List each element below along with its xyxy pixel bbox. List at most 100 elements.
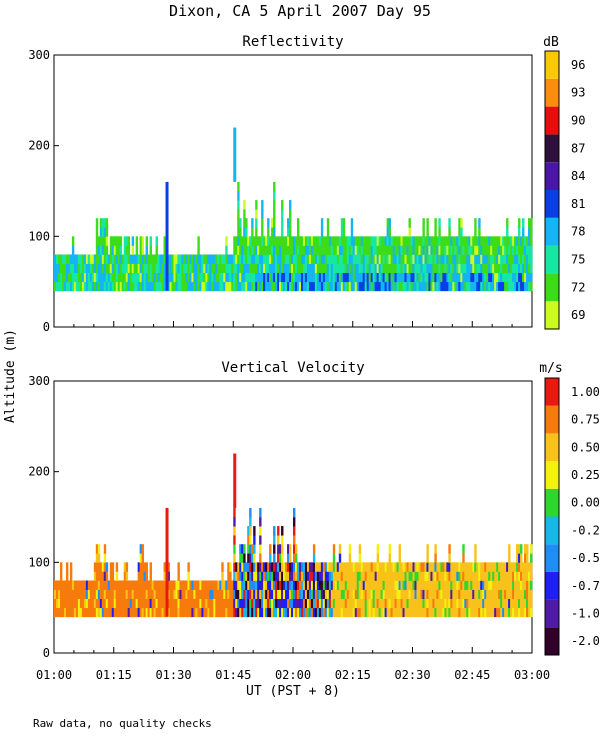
heatmap-cell <box>444 598 447 609</box>
heatmap-cell <box>139 571 143 581</box>
heatmap-cell <box>179 580 182 590</box>
heatmap-cell <box>494 589 497 599</box>
heatmap-cell <box>388 580 391 590</box>
heatmap-cell <box>247 589 250 599</box>
heatmap-cell <box>324 598 328 609</box>
heatmap-cell <box>59 580 63 590</box>
heatmap-cell <box>119 263 123 273</box>
heatmap-cell <box>253 571 256 581</box>
heatmap-cell <box>308 263 312 273</box>
heatmap-cell <box>237 236 240 246</box>
heatmap-cell <box>243 580 246 590</box>
heatmap-cell <box>151 598 154 609</box>
heatmap-cell <box>450 281 453 292</box>
heatmap-cell <box>418 580 421 590</box>
heatmap-cell <box>83 254 87 264</box>
heatmap-cell <box>157 589 160 599</box>
heatmap-cell <box>255 281 258 292</box>
heatmap-cell <box>428 263 431 273</box>
heatmap-cell <box>420 254 423 264</box>
heatmap-cell <box>478 263 481 273</box>
heatmap-cell <box>119 254 123 264</box>
heatmap-cell <box>520 263 523 273</box>
heatmap-cell <box>59 571 63 581</box>
heatmap-cell <box>189 598 192 609</box>
heatmap-cell <box>139 236 143 246</box>
heatmap-cell <box>253 272 256 283</box>
heatmap-cell <box>404 236 407 246</box>
heatmap-cell <box>386 562 389 572</box>
heatmap-cell <box>476 598 479 609</box>
heatmap-cell <box>289 200 292 210</box>
heatmap-cell <box>518 218 521 228</box>
heatmap-cell <box>330 263 334 273</box>
heatmap-cell <box>346 607 350 618</box>
heatmap-cell <box>326 580 330 590</box>
heatmap-cell <box>195 598 198 609</box>
heatmap-cell <box>287 281 290 292</box>
heatmap-cell <box>346 272 350 283</box>
heatmap-cell <box>516 263 519 273</box>
heatmap-cell <box>502 245 505 255</box>
heatmap-cell <box>436 589 439 599</box>
heatmap-cell <box>524 607 527 618</box>
heatmap-cell <box>77 254 81 264</box>
heatmap-cell <box>101 281 105 292</box>
heatmap-cell <box>480 254 483 264</box>
heatmap-cell <box>185 281 188 292</box>
heatmap-cell <box>480 562 483 572</box>
heatmap-cell <box>414 263 417 273</box>
heatmap-cell <box>370 245 374 255</box>
heatmap-cell <box>225 607 228 618</box>
heatmap-cell <box>73 607 77 618</box>
heatmap-cell <box>432 263 435 273</box>
heatmap-cell <box>356 571 360 581</box>
heatmap-cell <box>163 589 166 599</box>
heatmap-cell <box>65 263 69 273</box>
heatmap-cell <box>251 254 254 264</box>
heatmap-cell <box>233 272 236 283</box>
heatmap-cell <box>426 544 429 554</box>
colorbar-swatch <box>545 51 559 79</box>
heatmap-cell <box>181 607 184 618</box>
heatmap-cell <box>406 580 409 590</box>
heatmap-cell <box>426 227 429 237</box>
heatmap-cell <box>257 272 260 283</box>
heatmap-cell <box>163 562 166 572</box>
heatmap-cell <box>474 272 477 283</box>
heatmap-cell <box>530 580 533 590</box>
heatmap-cell <box>273 553 276 563</box>
heatmap-cell <box>183 254 186 264</box>
heatmap-cell <box>428 598 431 609</box>
heatmap-cell <box>179 254 182 264</box>
heatmap-cell <box>209 281 212 292</box>
heatmap-cell <box>456 589 459 599</box>
heatmap-cell <box>71 272 75 283</box>
heatmap-cell <box>269 571 272 581</box>
heatmap-cell <box>430 571 433 581</box>
heatmap-cell <box>416 589 419 599</box>
heatmap-cell <box>89 281 93 292</box>
heatmap-cell <box>470 598 473 609</box>
heatmap-cell <box>277 526 280 536</box>
heatmap-cell <box>249 598 252 609</box>
heatmap-cell <box>366 245 370 255</box>
heatmap-cell <box>99 236 103 246</box>
heatmap-cell <box>418 263 421 273</box>
heatmap-cell <box>251 571 254 581</box>
heatmap-cell <box>159 589 162 599</box>
heatmap-cell <box>289 571 292 581</box>
heatmap-cell <box>448 553 451 563</box>
heatmap-cell <box>121 580 125 590</box>
heatmap-cell <box>494 607 497 618</box>
heatmap-cell <box>265 281 268 292</box>
heatmap-cell <box>123 598 127 609</box>
heatmap-cell <box>338 254 342 264</box>
heatmap-cell <box>394 589 397 599</box>
heatmap-cell <box>115 589 119 599</box>
heatmap-cell <box>300 580 304 590</box>
heatmap-cell <box>462 544 465 554</box>
heatmap-cell <box>135 263 139 273</box>
heatmap-cell <box>281 526 284 536</box>
heatmap-cell <box>131 254 135 264</box>
